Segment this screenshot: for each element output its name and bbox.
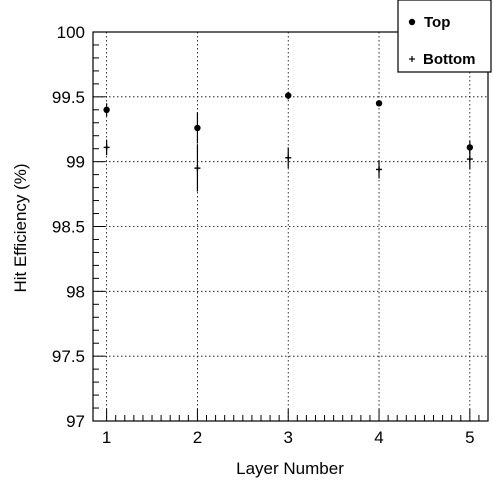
x-tick-label: 3 bbox=[283, 428, 292, 447]
data-points bbox=[103, 91, 474, 192]
data-point-top bbox=[194, 112, 201, 144]
legend: Top Bottom bbox=[397, 0, 492, 73]
data-point-bottom bbox=[376, 160, 383, 179]
y-tick-label: 100 bbox=[57, 23, 85, 42]
plot-frame bbox=[92, 31, 489, 422]
y-tick-label: 97.5 bbox=[52, 347, 85, 366]
x-tick-label: 1 bbox=[102, 428, 111, 447]
grid bbox=[93, 32, 488, 421]
legend-top-marker bbox=[408, 18, 416, 26]
data-point-bottom bbox=[194, 144, 201, 192]
x-tick-label: 4 bbox=[374, 428, 383, 447]
y-tick-label: 98 bbox=[66, 282, 85, 301]
data-point-bottom bbox=[466, 148, 473, 170]
y-axis-title: Hit Efficiency (%) bbox=[11, 163, 30, 292]
marker-top bbox=[285, 92, 292, 99]
y-tick-label: 99.5 bbox=[52, 88, 85, 107]
marker-top bbox=[194, 124, 201, 132]
x-tick-label: 2 bbox=[193, 428, 202, 447]
data-point-top bbox=[103, 103, 110, 117]
data-point-top bbox=[285, 91, 292, 100]
y-tick-label: 98.5 bbox=[52, 218, 85, 237]
marker-top bbox=[375, 100, 383, 107]
legend-top-label: Top bbox=[424, 14, 450, 31]
marker-top bbox=[466, 144, 474, 151]
x-axis-title: Layer Number bbox=[236, 459, 344, 478]
y-tick-label: 97 bbox=[66, 412, 85, 431]
legend-bottom-label: Bottom bbox=[423, 51, 476, 68]
marker-top bbox=[103, 106, 110, 114]
data-point-bottom bbox=[103, 139, 110, 156]
legend-bottom-marker bbox=[409, 56, 415, 62]
data-point-top bbox=[375, 100, 383, 107]
data-point-bottom bbox=[285, 147, 292, 169]
y-tick-label: 99 bbox=[66, 153, 85, 172]
legend-box bbox=[397, 0, 492, 73]
tick-labels: 97 97.5 98 98.5 99 99.5 100 1 2 3 4 5 bbox=[52, 23, 475, 447]
x-tick-label: 5 bbox=[465, 428, 474, 447]
